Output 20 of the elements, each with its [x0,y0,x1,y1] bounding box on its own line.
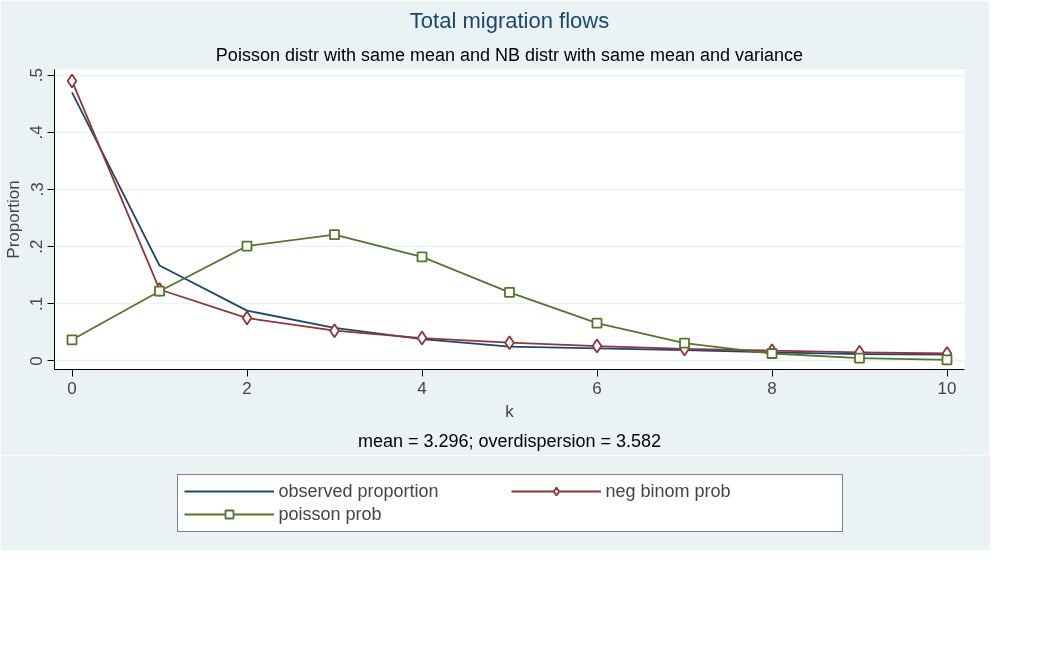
y-tick-label: .3 [27,182,47,197]
chart-subtitle: Poisson distr with same mean and NB distr with same mean and variance [215,44,804,65]
chart-title: Total migration flows [409,7,610,33]
x-tick-label: 0 [67,378,77,398]
y-axis-title: Proportion [3,180,23,259]
x-tick-label: 4 [417,378,427,398]
x-tick-label: 8 [767,378,777,398]
x-axis-title: k [505,401,515,421]
x-tick-label: 2 [242,378,252,398]
y-tick-label: 0 [27,356,47,366]
y-tick-label: .5 [27,68,47,83]
x-tick-label: 6 [592,378,602,398]
y-tick-label: .4 [27,125,47,140]
legend-label: observed proportion [278,480,440,502]
y-tick-label: .1 [27,296,47,311]
x-tick-label: 10 [937,378,957,398]
legend-label: neg binom prob [605,480,732,502]
legend-label: poisson prob [278,503,383,525]
y-tick-label: .2 [27,239,47,254]
text: mean = 3.296; overdispersion = 3.582 [357,430,662,451]
